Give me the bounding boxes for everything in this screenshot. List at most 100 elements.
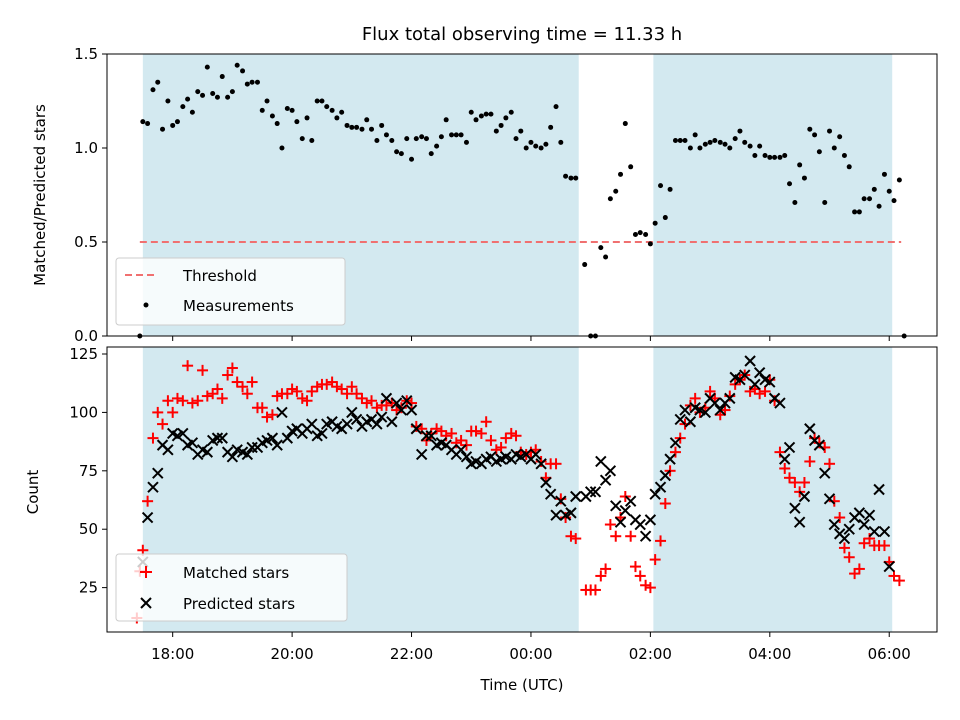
- measurement-point: [603, 254, 609, 260]
- predicted-star-point: [724, 392, 736, 405]
- matched-star-point: [346, 381, 358, 393]
- measurement-point: [419, 134, 425, 140]
- matched-star-point: [177, 395, 189, 407]
- predicted-star-point: [619, 504, 632, 517]
- measurement-point: [254, 79, 260, 85]
- measurement-point: [886, 188, 892, 194]
- predicted-star-point: [276, 406, 288, 419]
- measurement-point: [837, 134, 843, 140]
- predicted-star-point: [863, 509, 876, 521]
- matched-star-point: [853, 563, 865, 575]
- matched-star-point: [222, 369, 234, 381]
- measurement-point: [165, 98, 171, 104]
- predicted-star-point: [371, 418, 383, 430]
- predicted-stars-series: [137, 355, 895, 573]
- measurement-point: [458, 132, 464, 138]
- measurement-point: [827, 128, 833, 134]
- measurement-point: [185, 96, 191, 102]
- measurement-point: [289, 107, 295, 113]
- measurement-point: [643, 231, 649, 237]
- measurement-point: [249, 79, 255, 85]
- chart-title: Flux total observing time = 11.33 h: [362, 24, 682, 45]
- matched-star-point: [505, 427, 517, 439]
- matched-star-point: [281, 388, 293, 400]
- measurement-point: [762, 153, 768, 159]
- predicted-star-point: [753, 366, 766, 379]
- measurement-point: [383, 132, 389, 138]
- predicted-star-point: [141, 511, 154, 524]
- matched-star-point: [565, 530, 577, 542]
- measurement-point: [170, 122, 176, 128]
- predicted-star-point: [415, 448, 428, 461]
- measurement-point: [339, 109, 345, 115]
- measurement-point: [707, 139, 713, 145]
- matched-star-point: [843, 551, 855, 563]
- matched-star-point: [186, 397, 198, 409]
- measurement-point: [528, 139, 534, 145]
- top-window-2: [653, 54, 893, 336]
- measurement-point: [618, 171, 624, 177]
- x-tick-label: 22:00: [390, 645, 433, 663]
- predicted-star-point: [664, 453, 676, 465]
- predicted-star-point: [813, 439, 826, 451]
- predicted-star-point: [390, 397, 403, 409]
- top-y-ticks: 0.0 0.5 1.0 1.5: [74, 45, 107, 345]
- predicted-star-point: [614, 516, 627, 528]
- top-y-tick-label: 0.0: [74, 327, 98, 345]
- measurement-point: [672, 137, 678, 143]
- predicted-star-point: [540, 476, 552, 489]
- predicted-star-point: [341, 418, 353, 430]
- matched-star-point: [659, 498, 671, 510]
- matched-star-point: [754, 388, 766, 400]
- measurement-point: [628, 164, 634, 170]
- measurement-point: [214, 94, 220, 100]
- matched-star-point: [361, 397, 373, 409]
- measurement-point: [777, 154, 783, 160]
- matched-star-point: [261, 411, 273, 423]
- measurement-point: [473, 117, 479, 123]
- measurement-point: [438, 134, 444, 140]
- predicted-star-point: [819, 467, 831, 479]
- matched-star-point: [634, 570, 646, 582]
- predicted-star-point: [684, 416, 697, 428]
- measurement-point: [772, 154, 778, 160]
- measurement-point: [409, 156, 415, 162]
- measurement-point: [240, 68, 246, 74]
- x-tick-label: 04:00: [748, 645, 791, 663]
- matched-star-point: [157, 418, 169, 430]
- measurement-point: [423, 136, 429, 142]
- predicted-star-point: [789, 502, 801, 514]
- legend-threshold-label: Threshold: [182, 267, 257, 285]
- measurement-point: [498, 122, 504, 128]
- top-plot-frame: [106, 53, 938, 337]
- matched-star-point: [500, 432, 512, 444]
- measurement-point: [210, 90, 216, 96]
- matched-star-point: [495, 441, 507, 453]
- predicted-star-point: [595, 455, 607, 468]
- measurement-point: [379, 122, 385, 128]
- predicted-star-point: [783, 441, 796, 454]
- measurement-point: [622, 121, 628, 127]
- measurement-point: [757, 143, 763, 149]
- measurement-point: [558, 139, 564, 145]
- measurement-point: [309, 137, 315, 143]
- matched-star-point: [311, 381, 323, 393]
- matched-star-point: [171, 392, 183, 404]
- matched-star-point: [649, 554, 661, 566]
- matched-star-point: [326, 376, 338, 388]
- bottom-window-2: [653, 347, 893, 632]
- predicted-star-point: [271, 439, 283, 451]
- measurement-point: [727, 145, 733, 151]
- matched-star-point: [824, 458, 836, 470]
- predicted-star-point: [281, 432, 294, 444]
- predicted-star-point: [410, 423, 423, 435]
- bottom-y-tick-label: 50: [79, 520, 98, 538]
- predicted-star-point: [858, 518, 870, 531]
- matched-star-point: [610, 530, 622, 542]
- measurement-point: [508, 109, 514, 115]
- measurement-point: [349, 124, 355, 130]
- measurement-point: [732, 136, 738, 142]
- matched-star-point: [485, 434, 497, 446]
- matched-star-point: [162, 395, 174, 407]
- measurement-point: [846, 164, 852, 170]
